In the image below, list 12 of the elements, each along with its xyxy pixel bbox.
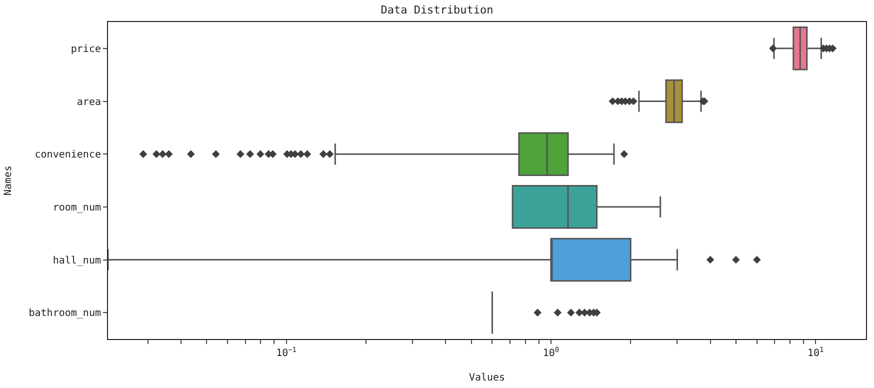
x-tick-label: 10$^{−1}$ bbox=[276, 346, 297, 359]
y-tick-label: bathroom_num bbox=[28, 308, 101, 320]
x-tick-label: 10$^{1}$ bbox=[807, 346, 824, 359]
y-tick-label: price bbox=[70, 44, 101, 55]
y-tick-label: convenience bbox=[34, 150, 101, 161]
y-tick-label: room_num bbox=[52, 202, 101, 214]
chart-title: Data Distribution bbox=[380, 4, 494, 17]
y-axis-title: Names bbox=[2, 165, 14, 196]
x-axis-title: Values bbox=[468, 372, 506, 384]
y-tick-label: hall_num bbox=[52, 255, 101, 266]
x-tick-label: 10$^{0}$ bbox=[542, 346, 560, 359]
y-tick-label: area bbox=[76, 96, 101, 108]
